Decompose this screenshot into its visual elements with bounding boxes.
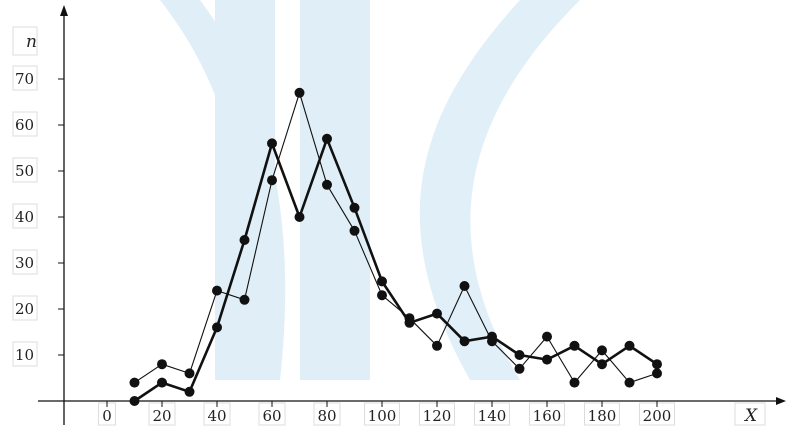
y-tick-box	[12, 65, 38, 91]
series-group	[129, 87, 662, 406]
data-point	[597, 359, 607, 370]
data-point	[349, 225, 360, 236]
x-axis-arrow	[776, 397, 786, 405]
data-point	[514, 363, 525, 374]
data-point	[184, 386, 195, 397]
x-tick-label: 0	[102, 407, 112, 425]
y-tick-box	[12, 295, 38, 321]
series-thick	[129, 133, 662, 406]
x-label-box	[734, 402, 766, 426]
data-point	[349, 202, 360, 213]
y-tick-label: 20	[15, 300, 34, 318]
data-point	[652, 368, 662, 379]
data-point	[459, 336, 470, 347]
data-point	[569, 377, 580, 388]
data-point	[129, 396, 140, 406]
data-point	[129, 377, 140, 388]
x-tick-boxes	[98, 402, 766, 426]
data-point	[294, 87, 305, 98]
data-point	[542, 354, 552, 365]
y-tick-label: 30	[15, 254, 34, 272]
data-point	[404, 317, 415, 328]
watermark	[160, 0, 580, 380]
y-tick-box	[12, 203, 38, 229]
y-tick-boxes	[12, 26, 38, 367]
y-tick-box	[12, 111, 38, 137]
data-point	[267, 175, 277, 186]
y-tick-label: 50	[15, 162, 34, 180]
data-point	[624, 377, 635, 388]
y-tick-label: 40	[15, 208, 34, 226]
x-tick-label: 160	[533, 407, 562, 425]
y-label-box	[12, 26, 38, 56]
y-tick-label: 10	[15, 346, 34, 364]
data-point	[542, 331, 552, 342]
data-point	[377, 276, 387, 287]
series-thin	[129, 87, 662, 388]
x-tick-label: 40	[207, 407, 226, 425]
x-tick-labels: 0 20 40 60 80 100 120 140 160 180 200	[102, 401, 671, 425]
x-tick-label: 180	[588, 407, 617, 425]
x-tick-label: 80	[317, 407, 336, 425]
data-point	[597, 345, 607, 356]
data-point	[239, 294, 250, 305]
y-axis-label: n	[26, 32, 37, 52]
data-point	[432, 340, 442, 351]
data-point	[212, 285, 222, 296]
axes	[38, 5, 786, 425]
data-point	[432, 308, 442, 319]
x-tick-label: 200	[643, 407, 672, 425]
y-tick-box	[12, 341, 38, 367]
data-point	[322, 133, 332, 144]
y-tick-box	[12, 157, 38, 183]
data-point	[652, 359, 662, 370]
x-tick-label: 140	[478, 407, 507, 425]
x-axis-label: X	[743, 406, 758, 426]
data-point	[267, 138, 277, 149]
y-tick-labels: 10 20 30 40 50 60 70	[15, 70, 64, 364]
data-point	[294, 212, 305, 222]
x-tick-label: 20	[152, 407, 171, 425]
data-point	[459, 281, 470, 291]
data-point	[487, 331, 497, 342]
x-tick-label: 60	[262, 407, 281, 425]
y-tick-label: 60	[15, 116, 34, 134]
data-point	[212, 322, 222, 333]
data-point	[157, 359, 167, 370]
data-point	[514, 350, 525, 360]
x-tick-label: 100	[368, 407, 397, 425]
data-point	[322, 179, 332, 190]
data-point	[184, 368, 195, 379]
data-point	[377, 290, 387, 301]
y-axis-arrow	[60, 5, 68, 16]
x-tick-label: 120	[423, 407, 452, 425]
data-point	[569, 340, 580, 351]
y-tick-box	[12, 249, 38, 275]
data-point	[624, 340, 635, 351]
series-line-thick	[133, 137, 658, 403]
data-point	[239, 235, 250, 245]
y-tick-label: 70	[15, 70, 34, 88]
data-point	[157, 377, 167, 388]
